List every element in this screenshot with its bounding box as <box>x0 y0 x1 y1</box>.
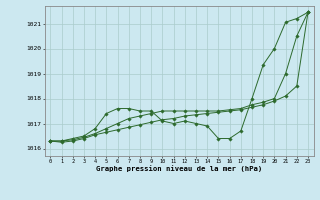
X-axis label: Graphe pression niveau de la mer (hPa): Graphe pression niveau de la mer (hPa) <box>96 166 262 172</box>
